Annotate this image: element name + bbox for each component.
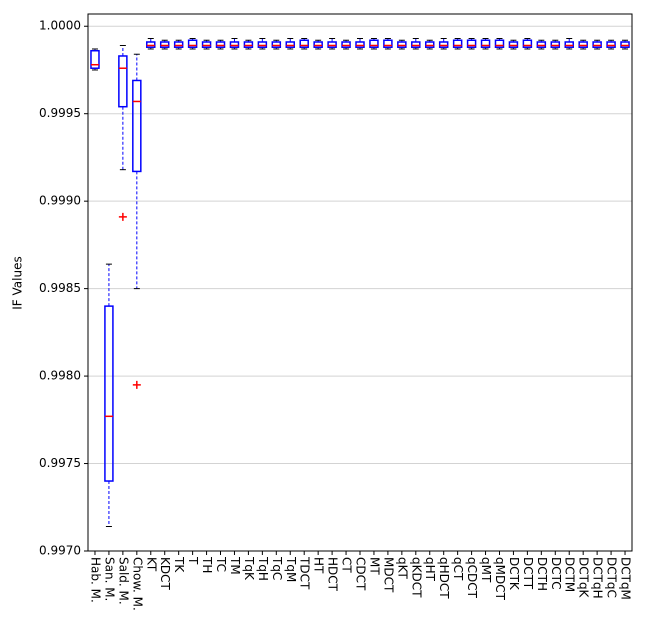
box (285, 41, 296, 48)
x-tick-label: DCTqM (619, 557, 633, 600)
x-tick-label: DCTT (521, 557, 535, 590)
box (369, 39, 379, 48)
box (522, 39, 533, 48)
x-tick-label: qKT (395, 557, 409, 580)
y-tick-label: 0.9980 (39, 369, 81, 383)
x-tick-label: TM (228, 556, 242, 575)
x-tick-label: DCTM (563, 557, 577, 592)
box (243, 41, 254, 48)
x-tick-label: Sald. M. (116, 557, 130, 605)
x-tick-label: CT (340, 557, 354, 573)
x-tick-label: TqC (270, 556, 284, 580)
x-tick-label: Hab. M. (88, 557, 102, 603)
box (536, 41, 547, 48)
box (578, 41, 588, 48)
x-tick-label: TK (172, 556, 186, 573)
flier (118, 212, 127, 221)
box (411, 41, 421, 48)
x-tick-label: T (186, 556, 200, 565)
y-tick-label: 0.9975 (39, 456, 81, 470)
box (452, 39, 463, 48)
x-tick-label: DCTqH (591, 557, 605, 599)
box (271, 41, 282, 48)
box (564, 41, 574, 48)
x-tick-label: TqK (242, 556, 256, 581)
box (424, 41, 435, 48)
x-tick-label: qHDCT (437, 557, 451, 599)
box (132, 79, 142, 173)
box (187, 39, 198, 48)
y-tick-label: 0.9990 (39, 194, 81, 208)
x-tick-label: DCTK (507, 557, 521, 591)
x-tick-label: DCTqC (605, 557, 619, 598)
x-tick-label: MDCT (381, 557, 395, 593)
x-tick-label: CDCT (354, 557, 368, 591)
box (383, 39, 393, 48)
box (313, 41, 323, 48)
box (550, 41, 561, 48)
box (355, 41, 365, 48)
box (466, 39, 477, 48)
x-tick-label: KT (144, 557, 158, 572)
x-tick-label: TH (200, 556, 214, 573)
x-tick-label: qHT (423, 557, 437, 582)
y-tick-label: 0.9970 (39, 544, 81, 558)
box (257, 41, 268, 48)
plot-frame (87, 13, 633, 552)
x-tick-label: qCT (451, 557, 465, 581)
x-tick-label: qKDCT (409, 557, 423, 598)
x-tick-label: DCTH (535, 557, 549, 591)
x-tick-label: qMDCT (493, 557, 507, 601)
x-tick-label: qMT (479, 557, 493, 583)
x-tick-label: MT (367, 557, 381, 575)
box (201, 41, 212, 48)
y-tick-label: 0.9995 (39, 106, 81, 120)
x-tick-label: Chow. M. (130, 557, 144, 611)
box (159, 41, 170, 48)
x-tick-label: TC (214, 556, 228, 572)
x-tick-label: San. M. (102, 557, 116, 601)
box (438, 41, 449, 48)
box (508, 41, 519, 48)
x-tick-label: KDCT (158, 557, 172, 590)
box (341, 41, 351, 48)
box (215, 41, 226, 48)
y-tick-label: 1.0000 (39, 19, 81, 33)
x-tick-label: HDCT (326, 557, 340, 592)
flier (132, 380, 141, 389)
box (620, 41, 630, 48)
box (327, 41, 337, 48)
box (173, 41, 184, 48)
x-tick-label: qCDCT (465, 557, 479, 599)
x-tick-label: HT (312, 557, 326, 574)
x-tick-label: DCTqK (577, 557, 591, 599)
box (299, 39, 309, 48)
x-tick-label: TDCT (298, 556, 312, 590)
box (146, 41, 156, 48)
y-axis-label: IF Values (11, 256, 25, 309)
box (397, 41, 407, 48)
y-tick-label: 0.9985 (39, 281, 81, 295)
box (229, 41, 240, 48)
box (118, 55, 128, 108)
x-tick-label: TqM (284, 556, 298, 582)
box (480, 39, 491, 48)
box (90, 49, 100, 69)
x-tick-label: DCTC (549, 557, 563, 590)
box (592, 41, 602, 48)
box (494, 39, 505, 48)
x-tick-label: TqH (256, 556, 270, 581)
box (104, 305, 114, 482)
box (606, 41, 616, 48)
